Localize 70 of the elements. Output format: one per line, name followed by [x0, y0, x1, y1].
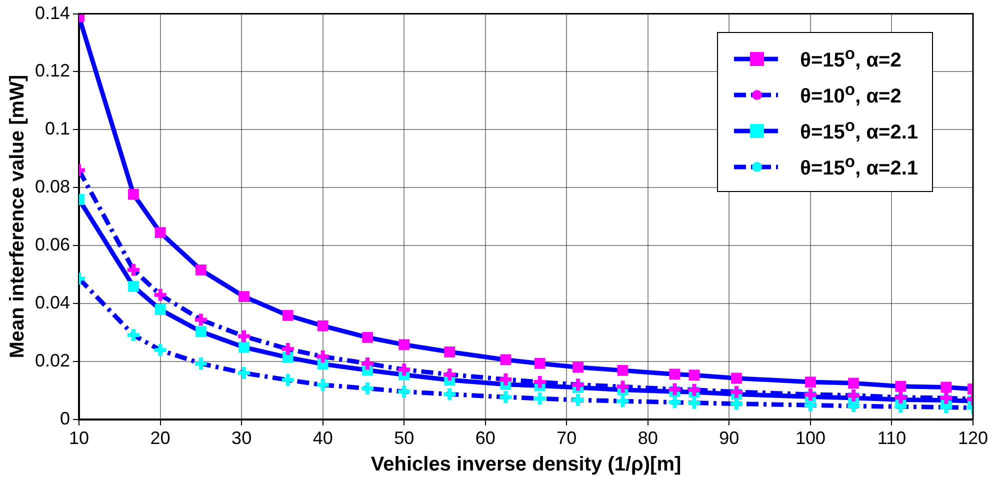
point — [195, 264, 206, 276]
point — [731, 372, 742, 384]
y-tick-label: 0 — [60, 408, 70, 428]
y-tick-label: 0.1 — [45, 118, 70, 139]
point — [152, 286, 168, 303]
point — [940, 382, 952, 393]
point — [154, 227, 166, 238]
point — [398, 339, 410, 350]
point — [152, 342, 168, 358]
y-tick-label: 0.14 — [34, 2, 70, 23]
point — [125, 327, 142, 344]
point — [125, 262, 142, 278]
y-tick-label: 0.06 — [34, 234, 70, 255]
point — [895, 380, 906, 392]
point — [498, 371, 514, 388]
point — [154, 304, 166, 316]
x-tick-label: 100 — [795, 428, 826, 448]
point — [128, 280, 139, 292]
x-axis-title: Vehicles inverse density (1/ρ)[m] — [370, 454, 682, 476]
point — [396, 362, 412, 378]
point — [666, 381, 683, 398]
x-tick-label: 90 — [719, 428, 740, 448]
legend-label: θ=10$^{o}$, α=2 — [800, 80, 902, 110]
point — [669, 368, 680, 380]
point — [534, 358, 546, 369]
point — [686, 382, 702, 398]
y-axis-title: Mean interference value [mW] — [6, 74, 29, 358]
point — [282, 310, 294, 321]
point — [498, 389, 514, 406]
point — [614, 378, 631, 395]
point — [846, 387, 862, 404]
y-tick-label: 0.04 — [34, 292, 70, 312]
point — [572, 362, 584, 373]
x-tick-label: 20 — [150, 428, 170, 448]
point — [238, 342, 250, 353]
point — [848, 378, 859, 389]
x-tick-label: 70 — [556, 428, 577, 448]
x-tick-label: 10 — [69, 428, 90, 448]
point — [195, 326, 206, 338]
y-tick-label: 0.12 — [34, 60, 70, 81]
point — [128, 188, 139, 200]
point — [688, 370, 700, 381]
legend-label: θ=15$^{o}$, α=2 — [800, 44, 902, 74]
point — [192, 312, 209, 328]
point — [360, 380, 376, 396]
point — [500, 354, 512, 366]
point — [805, 376, 816, 388]
point — [317, 320, 328, 332]
point — [280, 341, 296, 357]
x-tick-label: 120 — [958, 428, 988, 448]
point — [442, 386, 458, 402]
x-tick-label: 50 — [394, 428, 414, 448]
point — [570, 376, 586, 393]
point — [238, 291, 250, 302]
point — [444, 346, 456, 358]
legend-label: θ=15$^{o}$, α=2.1 — [800, 152, 918, 182]
point — [280, 372, 296, 388]
legend-label: θ=15$^{o}$, α=2.1 — [800, 116, 918, 146]
point — [614, 393, 631, 410]
x-tick-label: 30 — [232, 428, 252, 448]
point — [396, 384, 412, 400]
x-tick-label: 60 — [475, 428, 496, 448]
y-tick-label: 0.02 — [34, 350, 70, 370]
x-tick-label: 80 — [638, 428, 658, 448]
point — [617, 364, 628, 376]
point — [314, 376, 331, 393]
x-tick-label: 40 — [312, 428, 333, 448]
x-tick-label: 110 — [877, 428, 906, 448]
y-tick-label: 0.08 — [34, 176, 70, 197]
point — [362, 332, 373, 343]
